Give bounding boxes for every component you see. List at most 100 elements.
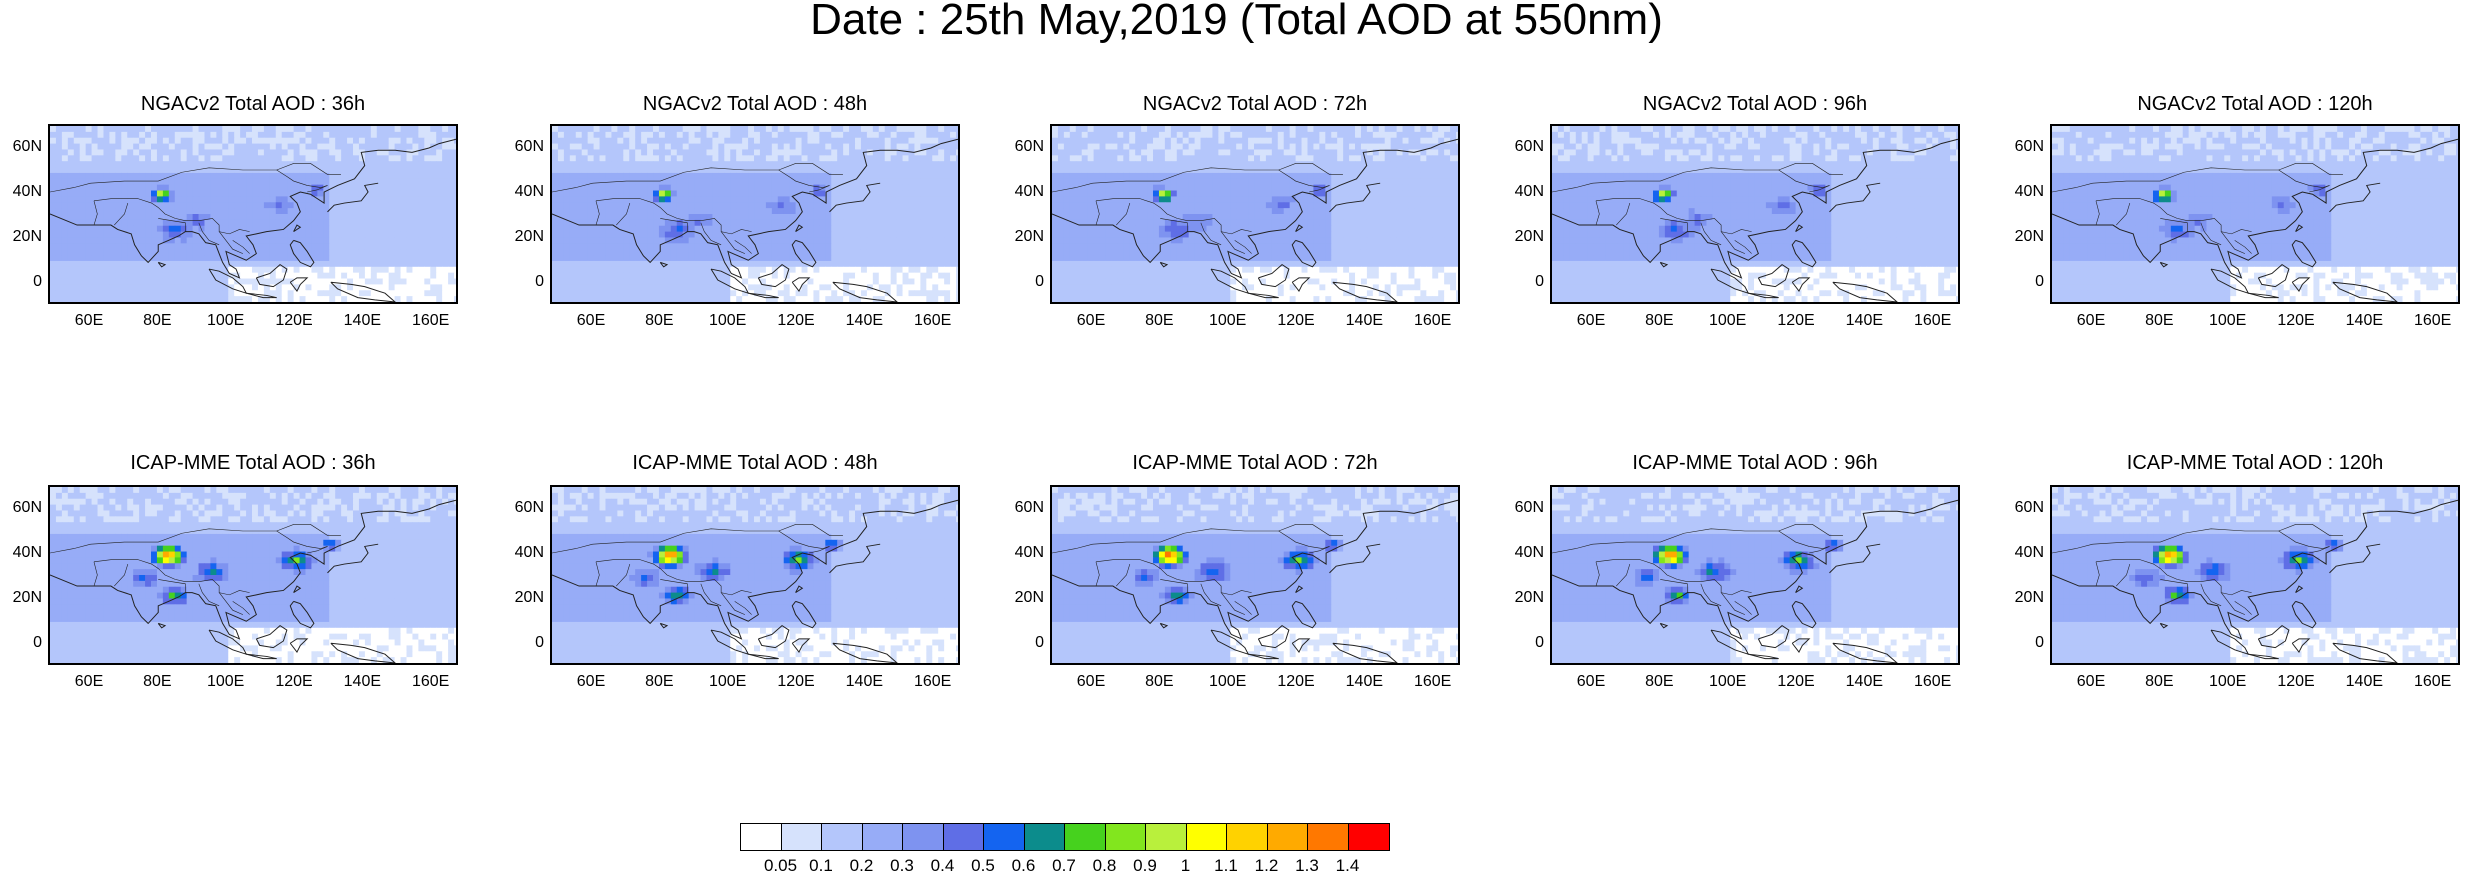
lon-tick-label: 120E (1271, 312, 1321, 330)
panel-title: ICAP-MME Total AOD : 96h (1550, 451, 1960, 475)
lat-tick-label: 40N (2, 544, 42, 562)
lat-tick-label: 20N (2, 589, 42, 607)
lat-tick-label: 0 (2004, 634, 2044, 652)
lon-tick-label: 160E (406, 673, 456, 691)
lat-tick-label: 0 (1504, 634, 1544, 652)
lon-tick-label: 140E (839, 673, 889, 691)
lat-tick-label: 0 (2, 634, 42, 652)
aod-map-icap-mme-120h (2050, 485, 2460, 665)
lon-tick-label: 60E (1066, 673, 1116, 691)
colorbar-swatch (1227, 824, 1268, 850)
lat-tick-label: 0 (2, 273, 42, 291)
lon-tick-label: 140E (2339, 312, 2389, 330)
lon-tick-label: 160E (406, 312, 456, 330)
lon-tick-label: 100E (703, 673, 753, 691)
lon-tick-label: 60E (2066, 312, 2116, 330)
lat-tick-label: 40N (2004, 544, 2044, 562)
colorbar-label: 1.4 (1323, 857, 1373, 875)
lon-tick-label: 80E (634, 312, 684, 330)
colorbar-swatch (1187, 824, 1228, 850)
lon-tick-label: 100E (703, 312, 753, 330)
lon-tick-label: 160E (1408, 673, 1458, 691)
lat-tick-label: 20N (1004, 228, 1044, 246)
lon-tick-label: 80E (1134, 312, 1184, 330)
lon-tick-label: 140E (337, 673, 387, 691)
lat-tick-label: 0 (1004, 273, 1044, 291)
colorbar-swatch (1308, 824, 1349, 850)
lon-tick-label: 60E (566, 673, 616, 691)
lat-tick-label: 60N (1004, 499, 1044, 517)
lon-tick-label: 60E (1566, 312, 1616, 330)
lat-tick-label: 40N (504, 544, 544, 562)
colorbar (740, 823, 1390, 851)
lon-tick-label: 120E (1771, 673, 1821, 691)
lat-tick-label: 60N (1504, 499, 1544, 517)
colorbar-swatch (1025, 824, 1066, 850)
colorbar-swatch (984, 824, 1025, 850)
colorbar-swatch (944, 824, 985, 850)
lon-tick-label: 100E (1203, 312, 1253, 330)
lon-tick-label: 120E (2271, 312, 2321, 330)
lat-tick-label: 40N (1504, 183, 1544, 201)
lat-tick-label: 20N (1004, 589, 1044, 607)
lat-tick-label: 20N (2004, 228, 2044, 246)
lon-tick-label: 120E (2271, 673, 2321, 691)
lon-tick-label: 100E (201, 312, 251, 330)
panel-title: ICAP-MME Total AOD : 120h (2050, 451, 2460, 475)
lat-tick-label: 40N (1504, 544, 1544, 562)
lon-tick-label: 160E (908, 312, 958, 330)
lat-tick-label: 60N (504, 499, 544, 517)
lon-tick-label: 60E (1066, 312, 1116, 330)
lat-tick-label: 40N (1004, 183, 1044, 201)
colorbar-swatch (1349, 824, 1390, 850)
lon-tick-label: 60E (566, 312, 616, 330)
lon-tick-label: 80E (2134, 312, 2184, 330)
lon-tick-label: 140E (337, 312, 387, 330)
aod-map-icap-mme-48h (550, 485, 960, 665)
lat-tick-label: 40N (2004, 183, 2044, 201)
lon-tick-label: 160E (2408, 312, 2458, 330)
lon-tick-label: 80E (1634, 673, 1684, 691)
lon-tick-label: 60E (1566, 673, 1616, 691)
panel-title: ICAP-MME Total AOD : 48h (550, 451, 960, 475)
lon-tick-label: 120E (771, 312, 821, 330)
lon-tick-label: 80E (1634, 312, 1684, 330)
aod-map-icap-mme-36h (48, 485, 458, 665)
lon-tick-label: 140E (2339, 673, 2389, 691)
colorbar-swatch (1106, 824, 1147, 850)
colorbar-swatch (741, 824, 782, 850)
aod-map-ngacv2-120h (2050, 124, 2460, 304)
lon-tick-label: 160E (1408, 312, 1458, 330)
aod-map-ngacv2-36h (48, 124, 458, 304)
lat-tick-label: 60N (2004, 499, 2044, 517)
colorbar-swatch (1268, 824, 1309, 850)
lon-tick-label: 60E (64, 673, 114, 691)
figure-title: Date : 25th May,2019 (Total AOD at 550nm… (0, 0, 2473, 46)
lat-tick-label: 0 (2004, 273, 2044, 291)
lon-tick-label: 80E (1134, 673, 1184, 691)
lat-tick-label: 40N (2, 183, 42, 201)
lat-tick-label: 20N (1504, 589, 1544, 607)
lon-tick-label: 140E (1339, 312, 1389, 330)
lat-tick-label: 20N (2, 228, 42, 246)
lat-tick-label: 0 (1004, 634, 1044, 652)
lon-tick-label: 80E (132, 673, 182, 691)
lat-tick-label: 20N (504, 589, 544, 607)
lon-tick-label: 140E (1839, 673, 1889, 691)
lon-tick-label: 120E (1271, 673, 1321, 691)
colorbar-swatch (1146, 824, 1187, 850)
lon-tick-label: 160E (1908, 673, 1958, 691)
colorbar-swatch (822, 824, 863, 850)
aod-map-icap-mme-72h (1050, 485, 1460, 665)
colorbar-swatch (903, 824, 944, 850)
lon-tick-label: 160E (908, 673, 958, 691)
lon-tick-label: 100E (1703, 673, 1753, 691)
lon-tick-label: 100E (201, 673, 251, 691)
aod-map-icap-mme-96h (1550, 485, 1960, 665)
panel-title: ICAP-MME Total AOD : 36h (48, 451, 458, 475)
lat-tick-label: 60N (504, 138, 544, 156)
lon-tick-label: 120E (771, 673, 821, 691)
lon-tick-label: 140E (1339, 673, 1389, 691)
lat-tick-label: 60N (2, 138, 42, 156)
panel-title: NGACv2 Total AOD : 72h (1050, 92, 1460, 116)
